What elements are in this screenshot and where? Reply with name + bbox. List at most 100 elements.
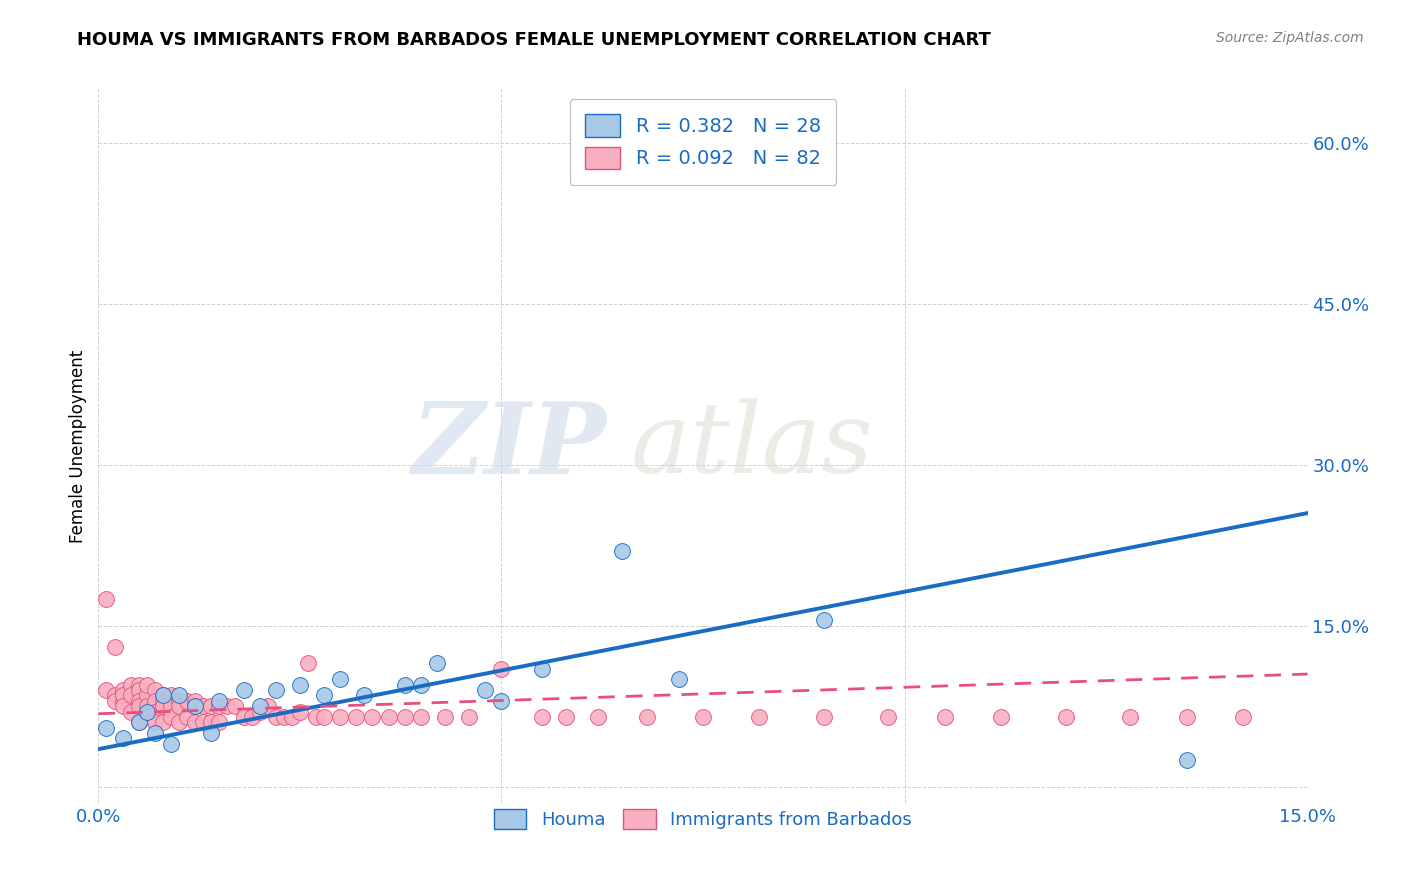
Point bbox=[120, 689, 142, 703]
Point bbox=[555, 710, 578, 724]
Point bbox=[135, 699, 157, 714]
Point bbox=[167, 699, 190, 714]
Point bbox=[934, 710, 956, 724]
Point bbox=[273, 710, 295, 724]
Point bbox=[111, 689, 134, 703]
Point bbox=[135, 689, 157, 703]
Point bbox=[586, 710, 609, 724]
Point bbox=[135, 705, 157, 719]
Point bbox=[160, 737, 183, 751]
Point bbox=[193, 699, 215, 714]
Point bbox=[103, 694, 125, 708]
Point bbox=[184, 715, 207, 730]
Point bbox=[208, 699, 231, 714]
Point bbox=[877, 710, 900, 724]
Point bbox=[377, 710, 399, 724]
Point bbox=[152, 694, 174, 708]
Point bbox=[200, 699, 222, 714]
Point bbox=[329, 710, 352, 724]
Point bbox=[143, 715, 166, 730]
Point bbox=[160, 710, 183, 724]
Point bbox=[128, 678, 150, 692]
Point bbox=[240, 710, 263, 724]
Point bbox=[491, 662, 513, 676]
Point bbox=[813, 710, 835, 724]
Point bbox=[111, 683, 134, 698]
Point bbox=[200, 726, 222, 740]
Point bbox=[612, 543, 634, 558]
Point bbox=[636, 710, 658, 724]
Point bbox=[135, 710, 157, 724]
Point bbox=[281, 710, 304, 724]
Point bbox=[394, 710, 416, 724]
Point bbox=[184, 699, 207, 714]
Point bbox=[256, 699, 278, 714]
Point bbox=[329, 673, 352, 687]
Point bbox=[128, 694, 150, 708]
Point bbox=[208, 694, 231, 708]
Point bbox=[314, 710, 336, 724]
Point bbox=[193, 715, 215, 730]
Point bbox=[1175, 753, 1198, 767]
Point bbox=[458, 710, 481, 724]
Point bbox=[353, 689, 375, 703]
Point bbox=[167, 689, 190, 703]
Point bbox=[120, 678, 142, 692]
Point bbox=[128, 699, 150, 714]
Point bbox=[128, 683, 150, 698]
Point bbox=[1054, 710, 1077, 724]
Point bbox=[135, 678, 157, 692]
Point bbox=[1175, 710, 1198, 724]
Text: atlas: atlas bbox=[630, 399, 873, 493]
Point bbox=[491, 694, 513, 708]
Point bbox=[409, 710, 432, 724]
Point bbox=[344, 710, 367, 724]
Point bbox=[167, 694, 190, 708]
Point bbox=[176, 710, 198, 724]
Point bbox=[96, 591, 118, 606]
Point bbox=[184, 699, 207, 714]
Point bbox=[990, 710, 1012, 724]
Point bbox=[167, 715, 190, 730]
Point bbox=[217, 699, 239, 714]
Point bbox=[176, 694, 198, 708]
Point bbox=[152, 715, 174, 730]
Point bbox=[111, 694, 134, 708]
Point bbox=[692, 710, 714, 724]
Point bbox=[530, 710, 553, 724]
Text: HOUMA VS IMMIGRANTS FROM BARBADOS FEMALE UNEMPLOYMENT CORRELATION CHART: HOUMA VS IMMIGRANTS FROM BARBADOS FEMALE… bbox=[77, 31, 991, 49]
Point bbox=[668, 673, 690, 687]
Point bbox=[184, 694, 207, 708]
Point bbox=[232, 710, 254, 724]
Point bbox=[152, 699, 174, 714]
Point bbox=[120, 705, 142, 719]
Point bbox=[748, 710, 770, 724]
Point bbox=[264, 710, 287, 724]
Point bbox=[409, 678, 432, 692]
Point bbox=[143, 683, 166, 698]
Text: ZIP: ZIP bbox=[412, 398, 606, 494]
Point bbox=[305, 710, 328, 724]
Point bbox=[1232, 710, 1254, 724]
Point bbox=[96, 683, 118, 698]
Point bbox=[152, 689, 174, 703]
Point bbox=[474, 683, 496, 698]
Point bbox=[426, 657, 449, 671]
Point bbox=[1119, 710, 1142, 724]
Point bbox=[232, 683, 254, 698]
Point bbox=[200, 715, 222, 730]
Point bbox=[530, 662, 553, 676]
Point bbox=[288, 705, 311, 719]
Point bbox=[152, 689, 174, 703]
Point bbox=[249, 699, 271, 714]
Point bbox=[143, 726, 166, 740]
Point bbox=[394, 678, 416, 692]
Point bbox=[224, 699, 246, 714]
Point bbox=[96, 721, 118, 735]
Point bbox=[111, 699, 134, 714]
Point bbox=[103, 689, 125, 703]
Point bbox=[813, 613, 835, 627]
Point bbox=[361, 710, 384, 724]
Point bbox=[208, 715, 231, 730]
Point bbox=[143, 705, 166, 719]
